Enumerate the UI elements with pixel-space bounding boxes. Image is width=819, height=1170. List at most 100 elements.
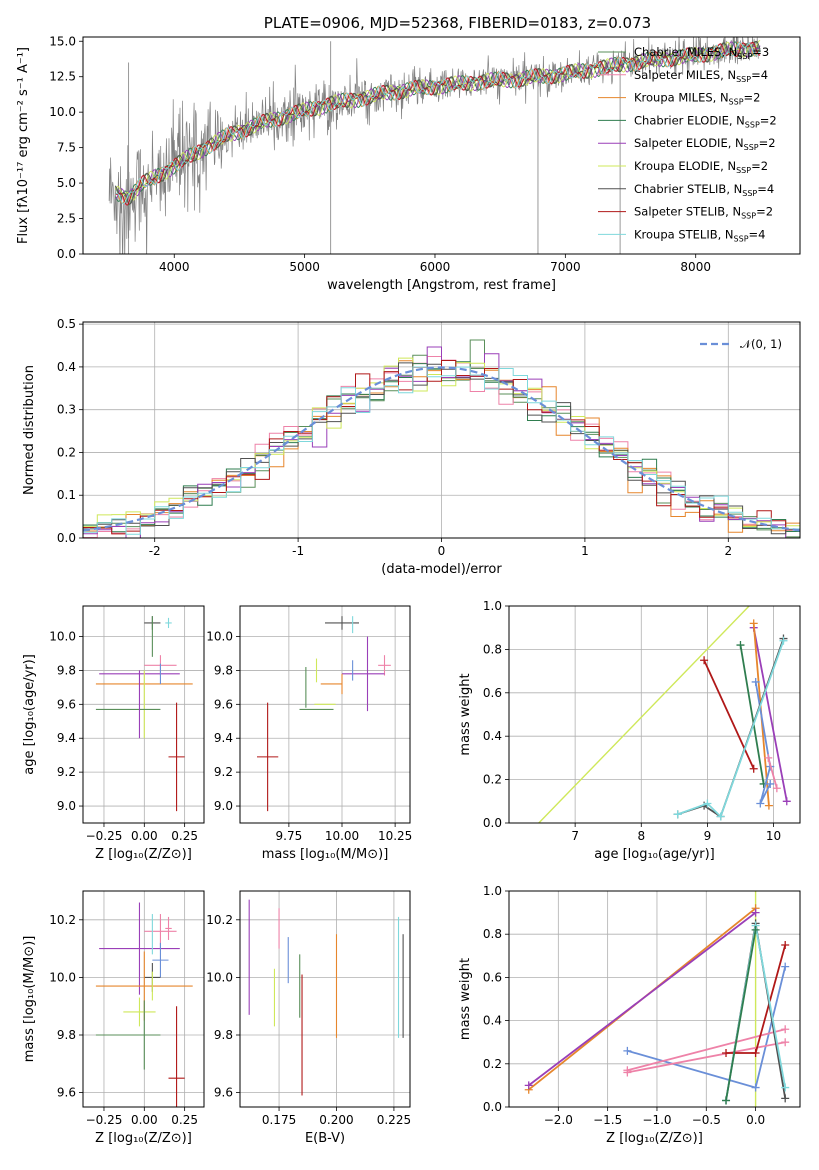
- weight-marker: [623, 1066, 632, 1075]
- x-tick-label: 0.00: [131, 829, 158, 843]
- x-tick-label: 5000: [289, 260, 320, 274]
- y-tick-label: 9.6: [214, 1086, 233, 1100]
- weight-marker: [751, 908, 760, 917]
- y-tick-label: 1.0: [483, 599, 502, 613]
- legend-entry: Kroupa STELIB, NSSP=4: [634, 227, 765, 243]
- x-tick-label: 1: [581, 544, 589, 558]
- errorbar-point: [168, 1006, 185, 1107]
- weight-marker: [700, 656, 709, 665]
- x-axis-label: Z [log₁₀(Z/Z⊙)]: [95, 1131, 192, 1146]
- y-tick-label: 15.0: [49, 34, 76, 48]
- errorbar-point: [165, 617, 172, 629]
- x-tick-label: −1.5: [593, 1113, 622, 1127]
- y-tick-label: 1.0: [483, 884, 502, 898]
- weight-marker: [524, 1081, 533, 1090]
- y-tick-label: 7.5: [57, 141, 76, 155]
- y-tick-label: 9.6: [57, 1086, 76, 1100]
- weight-marker: [756, 799, 765, 808]
- weight-marker: [749, 764, 758, 773]
- weight-series-6: [767, 757, 778, 789]
- weight-series-5: [627, 1028, 786, 1072]
- y-tick-label: 0.6: [483, 686, 502, 700]
- weight-marker: [781, 941, 790, 949]
- legend-entry: Kroupa MILES, NSSP=2: [634, 91, 760, 107]
- y-tick-label: 9.0: [214, 799, 233, 813]
- axes-frame: [508, 605, 801, 824]
- weight-series-1: [703, 659, 755, 770]
- weight-marker: [781, 962, 790, 971]
- panel-residuals: -2 -1 0 1 2 0.0 0.1 0.2 0.3 0.4 0.5 (data-model)/er…: [22, 317, 801, 577]
- panel-weight-vs-Z: −2.0 −1.5 −1.0 −0.5 0.0 0.0 0.2 0.4 0.6 0.8 1.0 Z […: [458, 884, 801, 1146]
- x-tick-label: −0.25: [86, 1113, 123, 1127]
- legend: 𝒩(0, 1): [700, 337, 782, 351]
- errorbar-point: [257, 702, 279, 812]
- x-tick-label: -1: [292, 544, 304, 558]
- y-tick-label: 0.0: [57, 531, 76, 545]
- y-tick-label: 9.8: [214, 663, 233, 677]
- legend-entry: Salpeter ELODIE, NSSP=2: [634, 136, 776, 152]
- panel-weight-vs-age: 7 8 9 10 0.0 0.2 0.4 0.6 0.8 1.0 age [log₁₀(age/yr…: [458, 599, 801, 862]
- y-tick-label: 0.0: [483, 1100, 502, 1114]
- x-tick-label: 0: [438, 544, 446, 558]
- plot-area: [83, 606, 204, 823]
- panel-age-vs-mass: 9.75 10.00 10.25 9.0 9.2 9.4 9.6 9.8 10.0 mass [l…: [206, 605, 412, 862]
- axes-frame: [82, 321, 801, 539]
- panel-spectrum: 4000 5000 6000 7000 8000 0.0 2.5 5.0 7.5 10.0 12.5…: [16, 14, 801, 293]
- weight-marker: [751, 1083, 760, 1092]
- y-axis-label: Flux [fλ10⁻¹⁷ erg cm⁻² s⁻¹ A⁻¹]: [16, 47, 31, 244]
- weight-marker: [781, 1025, 790, 1034]
- x-tick-label: 10: [766, 829, 781, 843]
- y-tick-label: 0.2: [483, 773, 502, 787]
- y-tick-label: 9.6: [57, 697, 76, 711]
- model-spectrum-7: [115, 41, 761, 206]
- y-axis-label: Normed distribution: [22, 365, 37, 495]
- weight-marker: [716, 812, 725, 821]
- y-tick-label: 10.0: [206, 970, 233, 984]
- weight-marker: [751, 1049, 760, 1057]
- weight-marker: [722, 1049, 731, 1057]
- legend-entry: Chabrier ELODIE, NSSP=2: [634, 113, 777, 129]
- y-axis-label: age [log₁₀(age/yr)]: [22, 654, 37, 775]
- y-tick-label: 10.0: [49, 105, 76, 119]
- errorbar-point: [165, 916, 172, 940]
- x-tick-label: 10.25: [378, 829, 412, 843]
- x-tick-label: −0.5: [692, 1113, 721, 1127]
- y-tick-label: 0.8: [483, 927, 502, 941]
- y-tick-label: 0.0: [483, 816, 502, 830]
- x-tick-label: 9.75: [276, 829, 303, 843]
- legend-entry: 𝒩(0, 1): [740, 337, 782, 351]
- x-tick-label: 7: [571, 829, 579, 843]
- weight-marker: [779, 636, 788, 645]
- x-tick-label: 9: [704, 829, 712, 843]
- legend-entry: Salpeter MILES, NSSP=4: [634, 68, 768, 84]
- y-tick-label: 10.2: [206, 913, 233, 927]
- y-tick-label: 9.2: [214, 765, 233, 779]
- y-tick-label: 9.6: [214, 697, 233, 711]
- y-tick-label: 0.3: [57, 403, 76, 417]
- panel-age-vs-Z: −0.25 0.00 0.25 9.0 9.2 9.4 9.6 9.8 10.0 Z [log₁₀…: [22, 605, 205, 862]
- weight-series-2: [528, 911, 757, 1087]
- x-tick-label: 10.00: [325, 829, 359, 843]
- x-tick-label: 0.00: [131, 1113, 158, 1127]
- weight-series-9: [725, 929, 757, 1101]
- y-tick-label: 9.8: [57, 1028, 76, 1042]
- weight-series-8: [677, 640, 785, 819]
- weight-marker: [751, 677, 760, 686]
- x-axis-label: wavelength [Angstrom, rest frame]: [327, 278, 556, 293]
- weight-marker: [751, 925, 760, 934]
- x-axis-label: E(B-V): [305, 1131, 345, 1146]
- y-tick-label: 0.2: [483, 1057, 502, 1071]
- y-tick-label: 9.8: [57, 663, 76, 677]
- x-tick-label: 6000: [420, 260, 451, 274]
- x-tick-label: -2: [149, 544, 161, 558]
- x-tick-label: 0.200: [319, 1113, 353, 1127]
- weight-marker: [766, 779, 775, 788]
- axes-frame: [82, 890, 205, 1108]
- axes-frame: [239, 605, 411, 824]
- axes-frame: [508, 890, 801, 1108]
- x-axis-label: Z [log₁₀(Z/Z⊙)]: [606, 1131, 703, 1146]
- plot-area: [83, 891, 204, 1107]
- weight-marker: [781, 1094, 790, 1103]
- weight-series-2: [739, 644, 765, 785]
- residual-histogram-8: [83, 366, 800, 535]
